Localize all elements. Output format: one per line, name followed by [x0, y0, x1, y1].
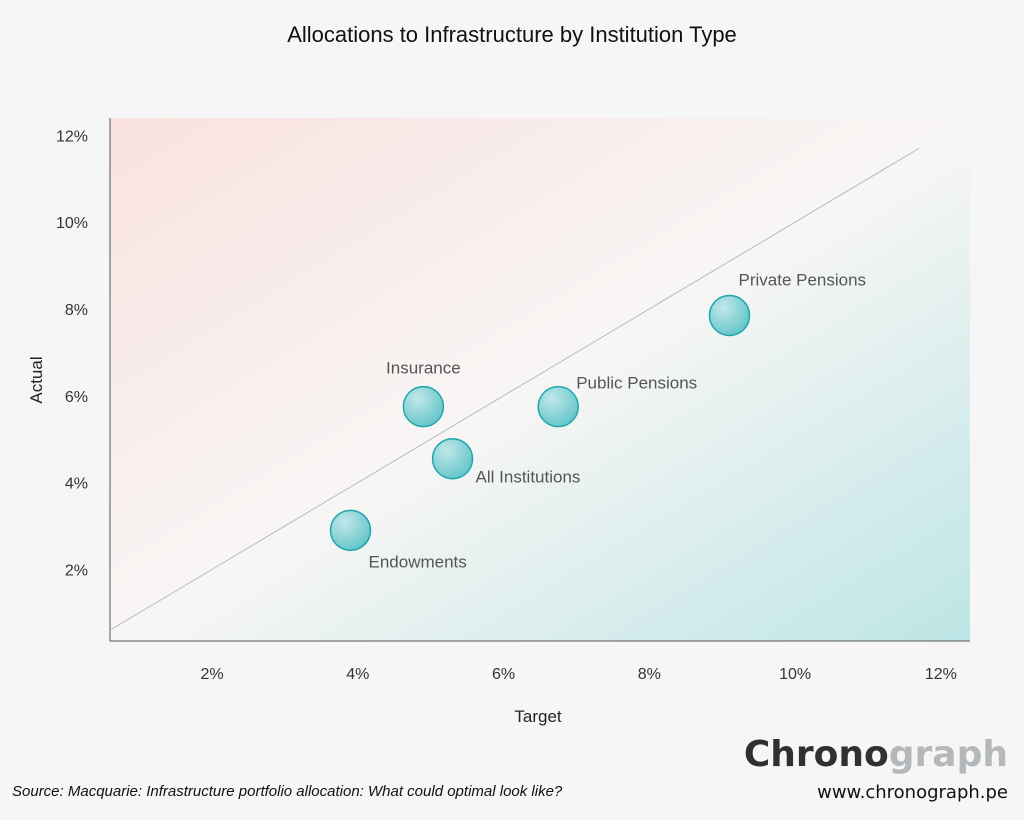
- data-point: [402, 385, 445, 428]
- x-tick-label: 8%: [638, 666, 661, 683]
- chronograph-logo: Chronograph: [744, 734, 1008, 775]
- data-label: Public Pensions: [576, 374, 697, 393]
- data-label: All Institutions: [476, 468, 581, 487]
- data-point: [329, 509, 372, 552]
- data-label: Private Pensions: [738, 270, 866, 289]
- y-tick-label: 8%: [65, 302, 88, 319]
- x-tick-label: 6%: [492, 666, 515, 683]
- x-tick-label: 10%: [779, 666, 811, 683]
- logo-part2: graph: [888, 734, 1008, 775]
- source-note: Source: Macquarie: Infrastructure portfo…: [12, 783, 563, 800]
- data-point: [431, 437, 474, 480]
- data-point: [537, 385, 579, 428]
- website-link[interactable]: www.chronograph.pe: [817, 782, 1008, 803]
- plot-area: [110, 118, 970, 641]
- data-label: Insurance: [386, 359, 461, 378]
- scatter-chart: 2% 4% 6% 8% 10% 12% 2% 4% 6% 8% 10% 12% Endowments In…: [27, 118, 970, 726]
- reference-line-y-equals-x: [109, 147, 920, 631]
- y-tick-label: 4%: [65, 476, 88, 493]
- y-tick-label: 10%: [56, 215, 88, 232]
- y-tick-label: 12%: [56, 128, 88, 145]
- data-point: [708, 294, 751, 337]
- y-tick-label: 2%: [65, 562, 88, 579]
- y-tick-label: 6%: [65, 389, 88, 406]
- x-tick-label: 12%: [925, 666, 957, 683]
- x-tick-label: 4%: [346, 666, 369, 683]
- x-tick-label: 2%: [200, 666, 223, 683]
- y-axis-label: Actual: [27, 356, 46, 403]
- data-label: Endowments: [369, 552, 467, 571]
- x-axis-label: Target: [514, 707, 562, 726]
- logo-part1: Chrono: [743, 734, 889, 775]
- chart-title: Allocations to Infrastructure by Institu…: [287, 22, 737, 47]
